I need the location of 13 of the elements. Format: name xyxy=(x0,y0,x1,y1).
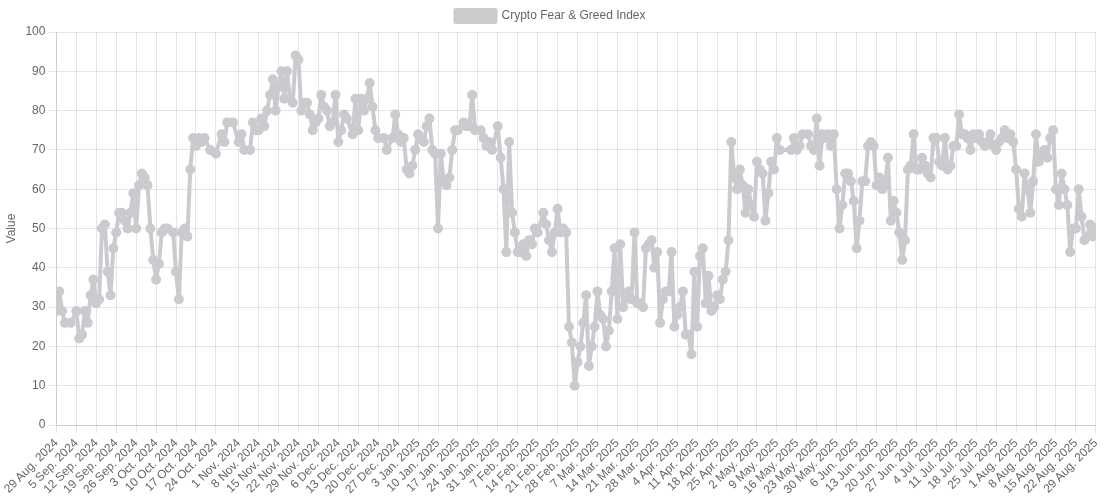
y-tick-label: 100 xyxy=(25,24,46,39)
y-tick-label: 30 xyxy=(32,299,46,314)
y-tick-label: 0 xyxy=(38,417,46,432)
y-tick-label: 20 xyxy=(32,338,46,353)
y-tick-label: 40 xyxy=(32,260,46,275)
y-tick-label: 10 xyxy=(32,378,46,393)
y-tick-label: 60 xyxy=(32,181,46,196)
legend-label: Crypto Fear & Greed Index xyxy=(501,8,646,23)
y-axis-title: Value xyxy=(3,213,18,244)
y-tick-label: 80 xyxy=(32,102,46,117)
y-tick-label: 70 xyxy=(32,142,46,157)
y-tick-label: 90 xyxy=(32,63,46,78)
y-tick-label: 50 xyxy=(32,220,46,235)
